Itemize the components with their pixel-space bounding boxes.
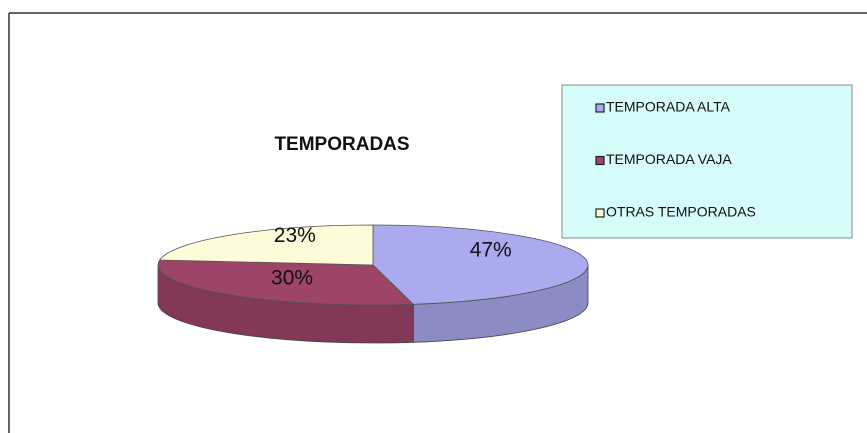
legend-box [561, 84, 853, 239]
legend-swatch [595, 155, 605, 166]
value-label: 23% [274, 224, 316, 247]
value-label: 30% [271, 267, 313, 290]
chart-title: TEMPORADAS [274, 134, 409, 155]
pie-slice [158, 224, 374, 266]
pie-slice [157, 259, 415, 306]
legend-label: TEMPORADA VAJA [606, 151, 732, 167]
pie-slice [372, 224, 589, 305]
legend-label: TEMPORADA ALTA [606, 99, 731, 115]
legend-swatch [595, 208, 605, 218]
legend-swatch [595, 103, 605, 113]
value-label: 47% [470, 238, 512, 261]
legend-label: OTRAS TEMPORADAS [606, 204, 756, 220]
